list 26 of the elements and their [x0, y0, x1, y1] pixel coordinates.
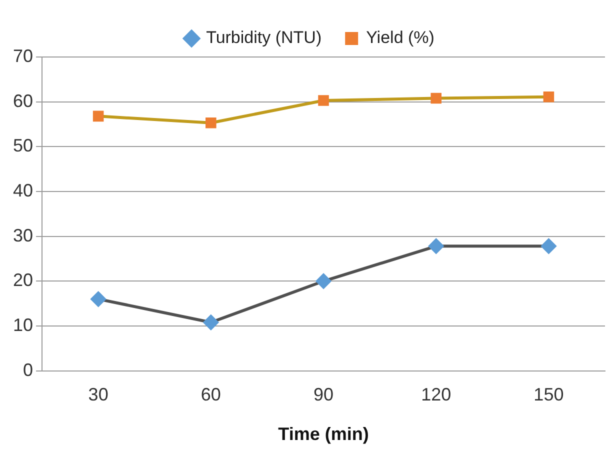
point	[318, 95, 329, 106]
y-tick-label: 60	[12, 90, 34, 111]
y-tick-label: 40	[12, 180, 34, 200]
y-tick-label: 70	[12, 46, 34, 66]
point	[541, 238, 556, 254]
x-tick-label: 150	[534, 384, 564, 405]
point	[203, 314, 218, 330]
y-tick-label: 20	[12, 270, 34, 290]
y-tick-label: 30	[12, 225, 34, 246]
y-tick-label: 50	[12, 136, 34, 156]
x-tick-label: 90	[313, 384, 334, 405]
point	[428, 238, 444, 254]
y-tick-label: 10	[12, 314, 34, 335]
x-axis-title: Time (min)	[278, 424, 369, 444]
legend-label: Yield (%)	[366, 28, 434, 48]
x-tick-label: 30	[88, 384, 108, 405]
x-tick-label: 120	[421, 384, 452, 405]
point	[316, 274, 332, 289]
y-tick-label: 0	[23, 360, 34, 380]
point	[543, 92, 554, 102]
point	[206, 118, 216, 128]
x-tick-label: 60	[200, 384, 221, 405]
legend-label: Turbidity (NTU)	[206, 28, 322, 48]
point	[90, 292, 106, 307]
point	[430, 92, 442, 104]
point	[92, 110, 104, 122]
